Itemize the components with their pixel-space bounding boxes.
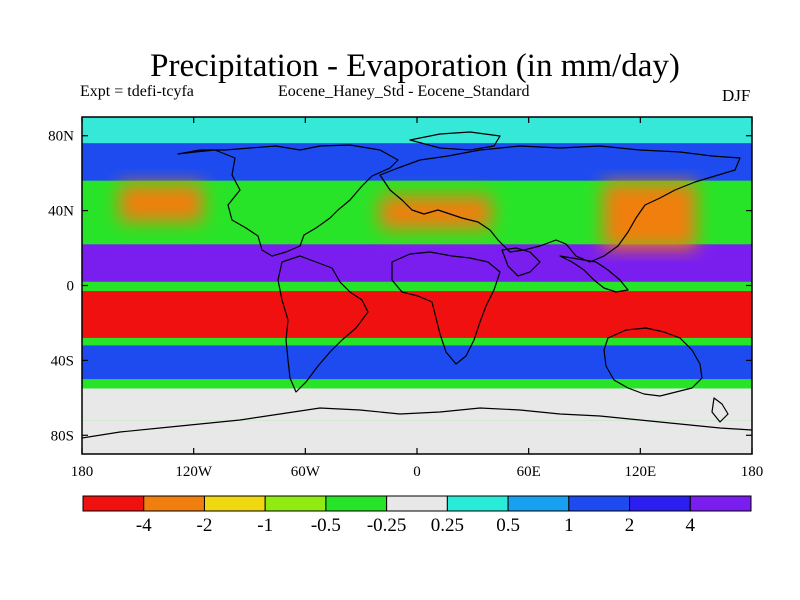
coastline-africa [391, 251, 501, 365]
colorbar: -4 -2 -1 -0.5 -0.25 0.25 0.5 1 2 4 [82, 495, 752, 536]
colorbar-swatch [325, 495, 388, 512]
colorbar-swatch [689, 495, 752, 512]
figure-title: Precipitation - Evaporation (in mm/day) [150, 48, 680, 84]
field-region-subtropical-wet-band [82, 244, 752, 282]
colorbar-swatch [629, 495, 691, 512]
colorbar-label: 0.5 [496, 515, 520, 536]
field-region-west-pacific-dry-arm [603, 182, 697, 249]
colorbar-swatch [507, 495, 570, 512]
coastline-india [501, 247, 541, 277]
lon-label: 180 [71, 464, 94, 480]
coastline-layer [82, 131, 752, 439]
coastline-antarctica [82, 407, 752, 439]
experiment-label: Expt = tdefi-tcyfa [80, 83, 194, 100]
colorbar-swatch [264, 495, 327, 512]
lon-label: 0 [413, 464, 421, 480]
coastline-north-america [177, 144, 399, 257]
colorbar-swatch [203, 495, 266, 512]
lon-label: 120E [624, 464, 656, 480]
axis-ticks [81, 117, 753, 454]
coastline-australia [603, 327, 703, 397]
colorbar-label: -4 [136, 515, 152, 536]
lat-label: 0 [67, 279, 75, 295]
season-label: DJF [722, 86, 751, 105]
coastline-south-america [277, 255, 369, 393]
coastline-southeast-asia [559, 255, 629, 293]
coastline-greenland [409, 131, 501, 151]
coastline-new-zealand [711, 397, 729, 423]
colorbar-label: 0.25 [431, 515, 464, 536]
lon-label: 180 [741, 464, 764, 480]
colorbar-label: 4 [686, 515, 696, 536]
field-region-north-pacific-dry-core [119, 184, 203, 222]
colorbar-swatch [568, 495, 631, 512]
colorbar-swatch [386, 495, 448, 512]
colorbar-label: -2 [197, 515, 213, 536]
field-region-southern-neutral-band [82, 388, 752, 421]
comparison-label: Eocene_Haney_Std - Eocene_Standard [278, 83, 530, 100]
colorbar-swatch [143, 495, 205, 512]
colorbar-label: 2 [625, 515, 635, 536]
map-panel [82, 117, 752, 454]
colorbar-swatch [82, 495, 145, 512]
lat-label: 40N [48, 204, 74, 220]
longitude-labels: 180 120W 60W 0 60E 120E 180 [71, 464, 764, 480]
field-smooth-group [119, 182, 697, 249]
lat-label: 80S [51, 428, 74, 444]
lon-label: 120W [175, 464, 213, 480]
colorbar-swatch [446, 495, 509, 512]
field-region-southern-wet-band [82, 345, 752, 380]
field-region-north-midlat-blue-band [82, 143, 752, 181]
coastline-europe-asia [379, 145, 741, 263]
colorbar-label: 1 [564, 515, 574, 536]
lat-label: 40S [51, 353, 74, 369]
field-region-equatorial-south-dry-band [82, 291, 752, 338]
colorbar-label: -0.25 [367, 515, 407, 536]
lat-label: 80N [48, 129, 74, 145]
latitude-labels: 80N 40N 0 40S 80S [48, 129, 74, 445]
field-region-north-atlantic-dry [379, 195, 492, 230]
colorbar-label: -1 [257, 515, 273, 536]
lon-label: 60E [517, 464, 541, 480]
lon-label: 60W [291, 464, 321, 480]
colorbar-label: -0.5 [311, 515, 341, 536]
